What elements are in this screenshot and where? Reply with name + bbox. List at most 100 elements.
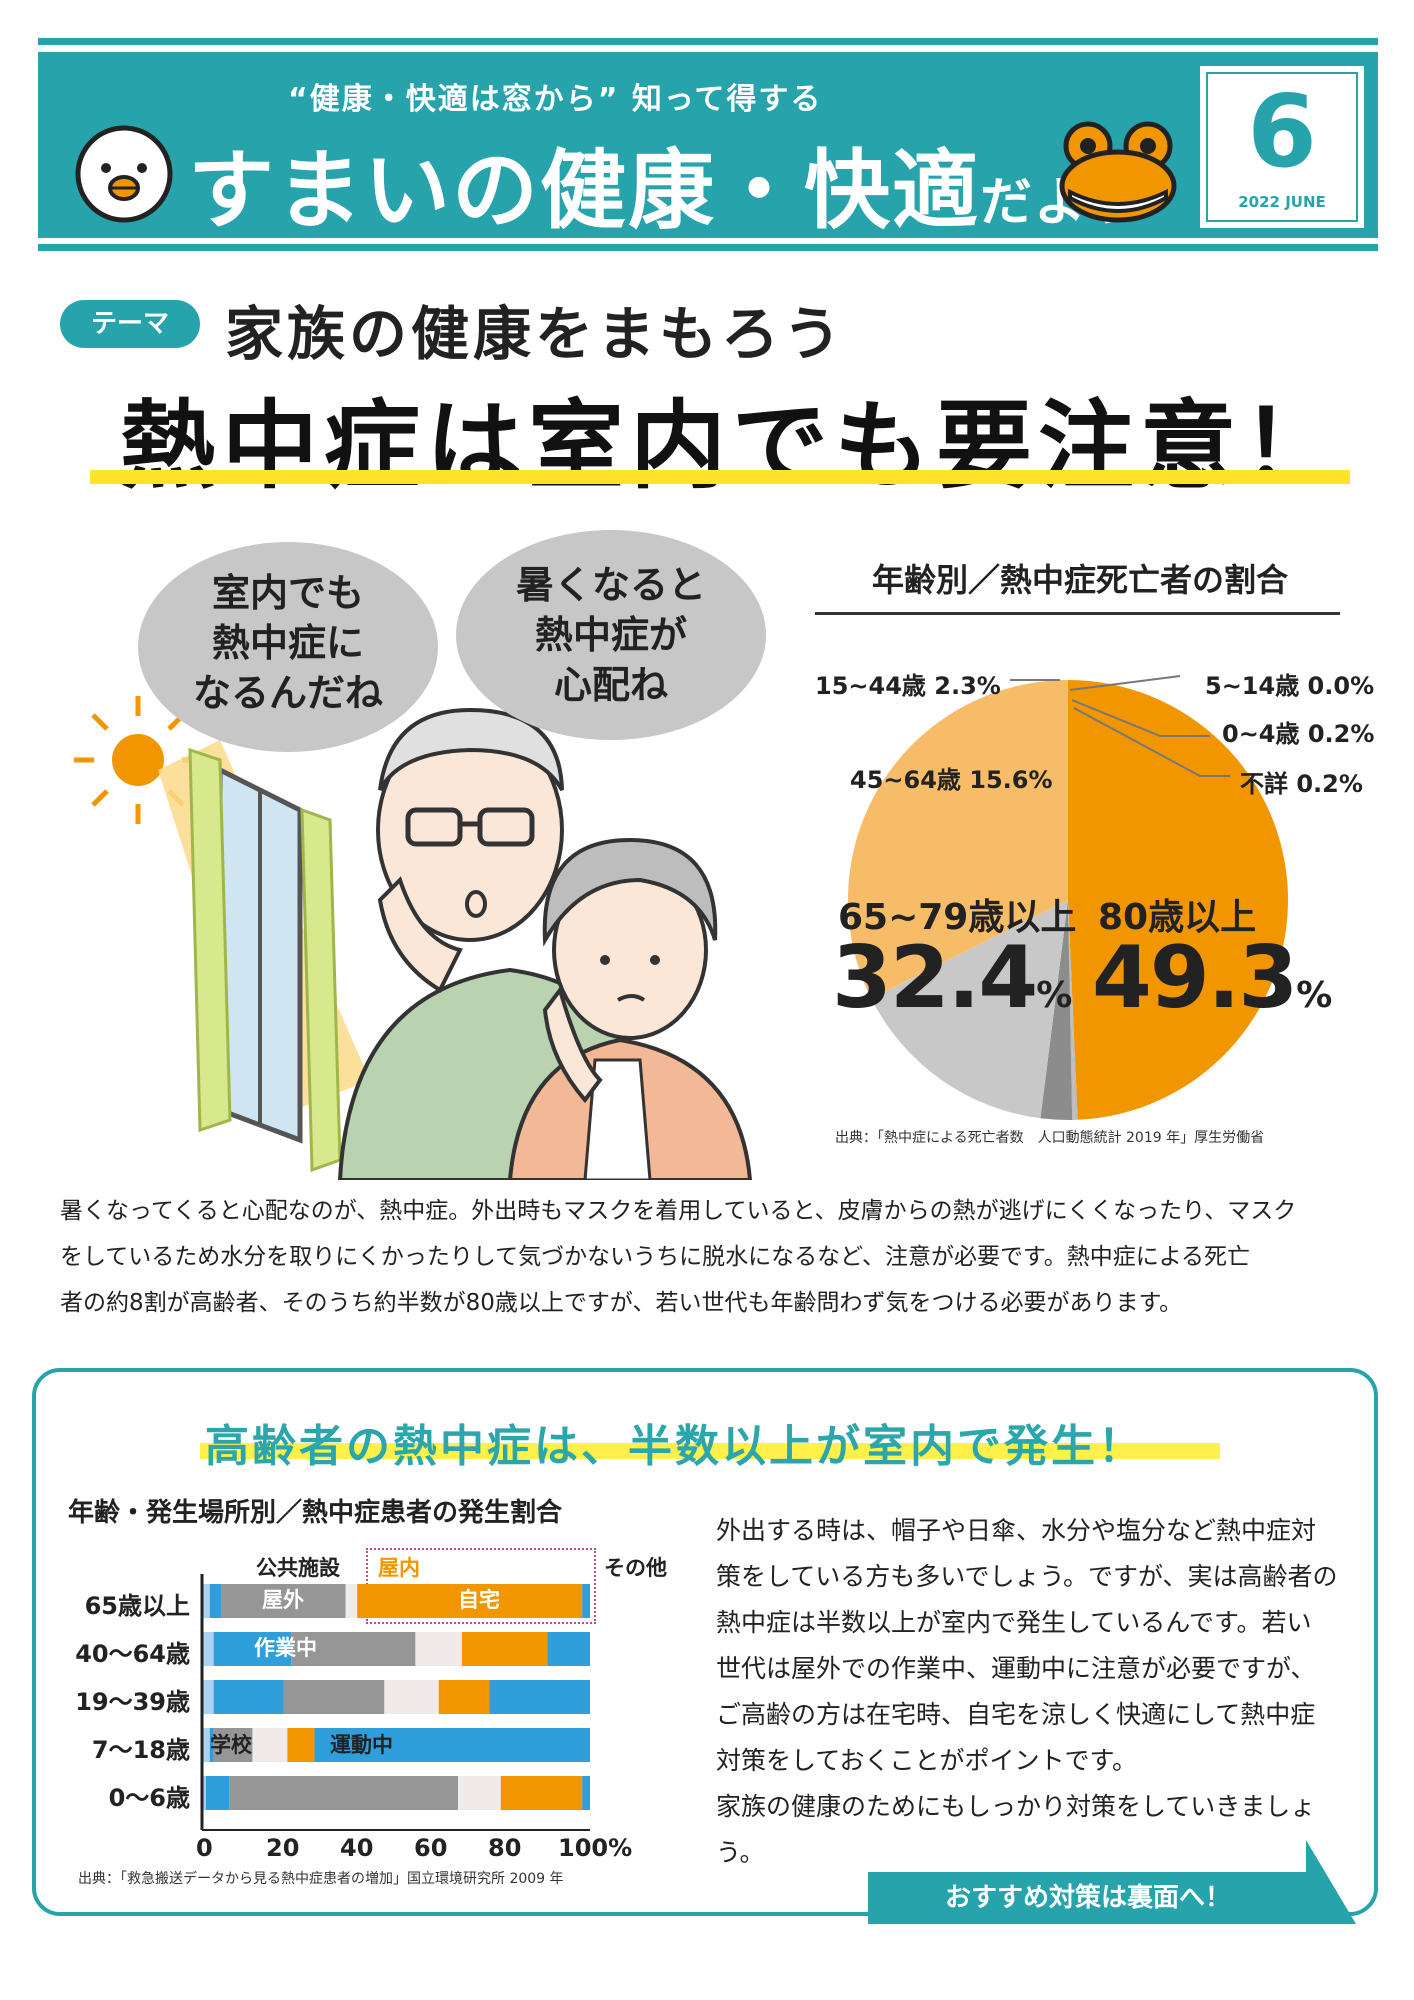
pie-label-45-64: 45~64歳 15.6% — [850, 766, 1053, 794]
bar-label-work: 作業中 — [254, 1636, 317, 1660]
bar-segment-1-4 — [461, 1632, 548, 1666]
bar-segment-3-4 — [287, 1728, 315, 1762]
bar-segment-0-2 — [221, 1584, 346, 1618]
bar-segment-3-2 — [213, 1728, 253, 1762]
frog-mascot-icon — [1059, 121, 1177, 223]
speech-bubble-left: 室内でも 熱中症に なるんだね — [138, 542, 438, 752]
bar-segment-1-3 — [415, 1632, 462, 1666]
bar-tick-40: 40 — [340, 1834, 374, 1862]
intro-line-2: をしているため水分を取りにくかったりして気づかないうちに脱水になるなど、注意が必… — [60, 1244, 1251, 1270]
pie-slice-6 — [848, 680, 1068, 999]
bar-chart-title: 年齢・発生場所別／熱中症患者の発生割合 — [68, 1498, 563, 1528]
bar-tick-0: 0 — [196, 1834, 213, 1862]
bar-row-label-19: 19〜39歳 — [75, 1688, 190, 1716]
bar-segment-4-5 — [582, 1776, 590, 1810]
header-title-main: すまいの健康・快適 — [188, 141, 980, 241]
header-banner: “健康・快適は窓から” 知って得する すまいの健康・快適だより 6 2022 J… — [38, 52, 1378, 241]
curtain-left — [188, 747, 232, 1133]
bar-segment-2-2 — [283, 1680, 385, 1714]
pie-value-80-unit: % — [1296, 975, 1333, 1016]
bubble-right-line-3: 心配ね — [553, 663, 668, 707]
header-top-line — [38, 38, 1378, 45]
next-page-banner: おすすめ対策は裏面へ！ — [868, 1872, 1308, 1924]
bar-segment-2-1 — [213, 1680, 284, 1714]
bar-label-public: 公共施設 — [256, 1556, 340, 1580]
bar-label-indoor: 屋内 — [378, 1556, 420, 1580]
speech-bubble-right: 暑くなると 熱中症が 心配ね — [456, 530, 766, 740]
bar-segment-4-4 — [500, 1776, 583, 1810]
bar-segment-2-0 — [202, 1680, 214, 1714]
bar-segment-4-0 — [202, 1776, 206, 1810]
pie-label-80: 80歳以上 — [1098, 897, 1257, 938]
bar-segment-3-5 — [314, 1728, 590, 1762]
lower-right-text: 外出する時は、帽子や日傘、水分や塩分など熱中症対 策をしている方も多いでしょう。… — [716, 1508, 1356, 1876]
bar-segment-2-4 — [438, 1680, 490, 1714]
lower-title-highlight — [200, 1443, 1220, 1459]
lower-text-line-6: 対策をしておくことがポイントです。 — [716, 1746, 1138, 1775]
pie-slice-2 — [1068, 900, 1075, 1120]
bubble-left-line-2: 熱中症に — [211, 621, 364, 665]
month-date: 2022 JUNE — [1238, 193, 1326, 211]
pie-value-80-number: 49.3 — [1092, 928, 1298, 1028]
pie-value-65-79-number: 32.4 — [832, 928, 1038, 1028]
pie-label-15-44: 15~44歳 2.3% — [815, 672, 1001, 700]
bubble-right-line-1: 暑くなると — [515, 563, 706, 607]
bar-segment-1-5 — [547, 1632, 590, 1666]
bar-segment-4-3 — [458, 1776, 501, 1810]
pie-slice-0 — [1068, 680, 1288, 1120]
bar-row-label-40: 40〜64歳 — [75, 1640, 190, 1668]
month-number: 6 — [1247, 73, 1317, 190]
bar-segment-0-3 — [345, 1584, 358, 1618]
lower-text-line-1: 外出する時は、帽子や日傘、水分や塩分など熱中症対 — [716, 1516, 1317, 1545]
intro-line-3: 者の約8割が高齢者、そのうち約半数が80歳以上ですが、若い世代も年齢問わず気をつ… — [60, 1290, 1183, 1316]
pie-leader-line-3 — [1073, 707, 1230, 777]
bar-label-outdoor: 屋外 — [262, 1588, 304, 1612]
pie-chart-title: 年齢別／熱中症死亡者の割合 — [871, 561, 1288, 599]
bar-segment-4-1 — [205, 1776, 230, 1810]
theme-badge: テーマ — [60, 300, 200, 348]
pie-label-unknown: 不詳 0.2% — [1240, 770, 1363, 798]
bar-segment-0-0 — [202, 1584, 210, 1618]
pie-value-65-79-unit: % — [1036, 975, 1073, 1016]
pie-label-65-79: 65~79歳以上 — [838, 897, 1077, 938]
illustration — [74, 696, 753, 1180]
bar-segment-1-2 — [291, 1632, 416, 1666]
lower-text-line-2: 策をしている方も多いでしょう。ですが、実は高齢者の — [716, 1562, 1338, 1591]
bar-source: 出典：「救急搬送データから見る熱中症患者の増加」国立環境研究所 2009 年 — [78, 1871, 564, 1887]
bubble-left-line-1: 室内でも — [211, 571, 364, 615]
bar-label-school: 学校 — [210, 1733, 252, 1757]
lower-title: 高齢者の熱中症は、半数以上が室内で発生！ — [205, 1421, 1145, 1472]
pie-leader-line-1 — [1069, 675, 1181, 691]
pie-slice-1 — [1068, 900, 1078, 1120]
bar-row-label-7: 7〜18歳 — [91, 1736, 190, 1764]
intro-line-1: 暑くなってくると心配なのが、熱中症。外出時もマスクを着用していると、皮膚からの熱… — [60, 1198, 1297, 1224]
theme-title: 家族の健康をまもろう — [225, 300, 846, 368]
pie-value-80: 49.3% — [1092, 928, 1332, 1028]
next-arrow-icon — [1306, 1840, 1356, 1924]
bar-segment-0-4 — [357, 1584, 583, 1618]
pie-source: 出典：「熱中症による死亡者数 人口動態統計 2019 年」厚生労働省 — [835, 1130, 1265, 1146]
bar-segment-3-3 — [252, 1728, 288, 1762]
bar-segment-3-1 — [209, 1728, 214, 1762]
pie-leader-line-2 — [1071, 699, 1210, 737]
lower-section-box — [32, 1368, 1378, 1916]
pie-value-65-79: 32.4% — [832, 928, 1072, 1028]
bar-tick-20: 20 — [266, 1834, 300, 1862]
pie-slice-5 — [871, 900, 1068, 1119]
title-underline — [90, 470, 1350, 484]
bird-mascot-icon — [75, 125, 173, 223]
bar-tick-100: 100% — [558, 1834, 633, 1862]
pie-chart — [848, 675, 1288, 1120]
lower-text-line-4: 世代は屋外での作業中、運動中に注意が必要ですが、 — [716, 1654, 1316, 1683]
bar-row-label-65: 65歳以上 — [84, 1592, 190, 1620]
pie-label-5-14: 5~14歳 0.0% — [1205, 672, 1375, 700]
bar-segment-2-5 — [489, 1680, 590, 1714]
bar-label-home: 自宅 — [458, 1588, 500, 1612]
bar-label-sport: 運動中 — [330, 1733, 393, 1757]
bar-segment-2-3 — [384, 1680, 439, 1714]
bar-segment-4-2 — [229, 1776, 459, 1810]
woman-figure — [507, 837, 753, 1180]
lower-text-line-7: 家族の健康のためにもしっかり対策をしていきましょう。 — [716, 1792, 1316, 1867]
pie-title-rule — [815, 612, 1340, 615]
